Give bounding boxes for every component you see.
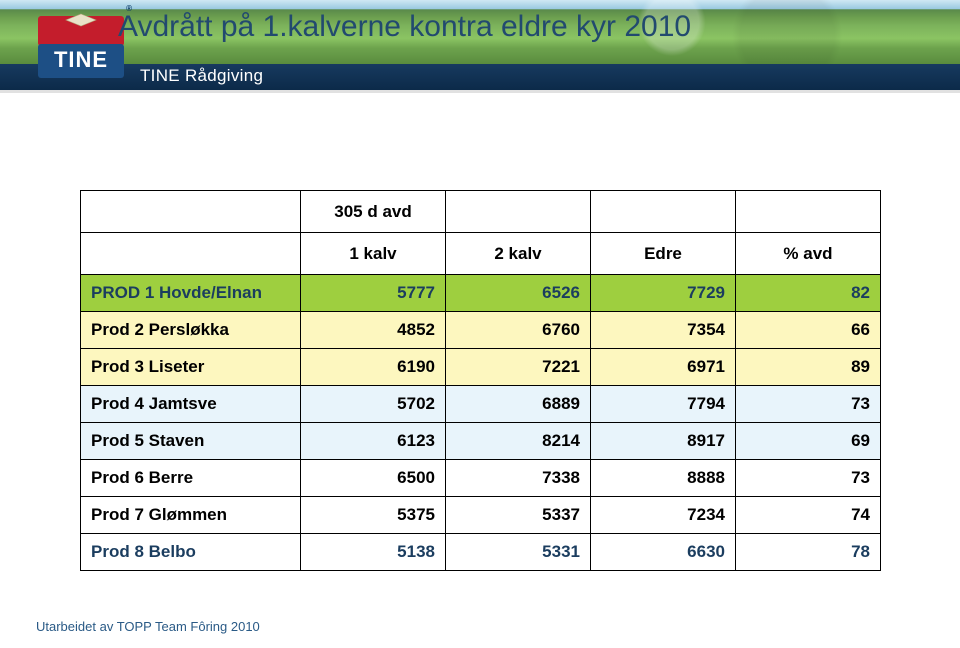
row-value: 7794 <box>591 386 736 423</box>
table-row: Prod 3 Liseter61907221697189 <box>81 349 881 386</box>
col-1kalv: 1 kalv <box>301 233 446 275</box>
spanner-blank <box>736 191 881 233</box>
spanner-label: 305 d avd <box>301 191 446 233</box>
row-value: 7221 <box>446 349 591 386</box>
footer-text: Utarbeidet av TOPP Team Fôring 2010 <box>36 619 260 634</box>
col-edre: Edre <box>591 233 736 275</box>
row-value: 5702 <box>301 386 446 423</box>
header-gray-line <box>0 90 960 93</box>
data-table: 305 d avd 1 kalv 2 kalv Edre % avd PROD … <box>80 190 881 571</box>
row-value: 4852 <box>301 312 446 349</box>
spanner-blank <box>446 191 591 233</box>
spanner-blank <box>81 191 301 233</box>
col-2kalv: 2 kalv <box>446 233 591 275</box>
svg-text:TINE: TINE <box>54 47 108 72</box>
row-label: Prod 8 Belbo <box>81 534 301 571</box>
row-value: 7234 <box>591 497 736 534</box>
row-label: Prod 5 Staven <box>81 423 301 460</box>
table-row: PROD 1 Hovde/Elnan57776526772982 <box>81 275 881 312</box>
brand-label: TINE Rådgiving <box>140 66 263 86</box>
row-value: 6500 <box>301 460 446 497</box>
row-label: Prod 6 Berre <box>81 460 301 497</box>
main-content: 305 d avd 1 kalv 2 kalv Edre % avd PROD … <box>80 190 880 571</box>
row-value: 6526 <box>446 275 591 312</box>
row-value: 5138 <box>301 534 446 571</box>
row-label: Prod 3 Liseter <box>81 349 301 386</box>
row-value: 82 <box>736 275 881 312</box>
row-value: 66 <box>736 312 881 349</box>
row-value: 89 <box>736 349 881 386</box>
row-label: Prod 2 Persløkka <box>81 312 301 349</box>
tine-logo-svg: TINE <box>34 10 128 82</box>
row-value: 5777 <box>301 275 446 312</box>
table-row: Prod 6 Berre65007338888873 <box>81 460 881 497</box>
row-value: 5375 <box>301 497 446 534</box>
row-value: 6889 <box>446 386 591 423</box>
row-value: 6760 <box>446 312 591 349</box>
row-label: PROD 1 Hovde/Elnan <box>81 275 301 312</box>
table-row: Prod 7 Glømmen53755337723474 <box>81 497 881 534</box>
col-pctavd: % avd <box>736 233 881 275</box>
row-value: 8214 <box>446 423 591 460</box>
row-value: 7338 <box>446 460 591 497</box>
table-spanner-row: 305 d avd <box>81 191 881 233</box>
row-value: 7729 <box>591 275 736 312</box>
row-value: 5337 <box>446 497 591 534</box>
row-value: 74 <box>736 497 881 534</box>
row-value: 69 <box>736 423 881 460</box>
row-value: 7354 <box>591 312 736 349</box>
row-value: 73 <box>736 460 881 497</box>
row-value: 6190 <box>301 349 446 386</box>
row-value: 78 <box>736 534 881 571</box>
slide-header: TINE ® TINE Rådgiving Avdrått på 1.kalve… <box>0 0 960 96</box>
spanner-blank <box>591 191 736 233</box>
table-row: Prod 8 Belbo51385331663078 <box>81 534 881 571</box>
row-value: 8917 <box>591 423 736 460</box>
table-row: Prod 2 Persløkka48526760735466 <box>81 312 881 349</box>
row-value: 6971 <box>591 349 736 386</box>
col-blank <box>81 233 301 275</box>
table-row: Prod 5 Staven61238214891769 <box>81 423 881 460</box>
row-value: 5331 <box>446 534 591 571</box>
row-value: 6630 <box>591 534 736 571</box>
table-columns-row: 1 kalv 2 kalv Edre % avd <box>81 233 881 275</box>
row-label: Prod 4 Jamtsve <box>81 386 301 423</box>
table-body: PROD 1 Hovde/Elnan57776526772982Prod 2 P… <box>81 275 881 571</box>
row-value: 6123 <box>301 423 446 460</box>
table-row: Prod 4 Jamtsve57026889779473 <box>81 386 881 423</box>
row-label: Prod 7 Glømmen <box>81 497 301 534</box>
row-value: 8888 <box>591 460 736 497</box>
table-head: 305 d avd 1 kalv 2 kalv Edre % avd <box>81 191 881 275</box>
page-title: Avdrått på 1.kalverne kontra eldre kyr 2… <box>118 10 691 44</box>
tine-logo: TINE ® <box>34 10 128 82</box>
row-value: 73 <box>736 386 881 423</box>
